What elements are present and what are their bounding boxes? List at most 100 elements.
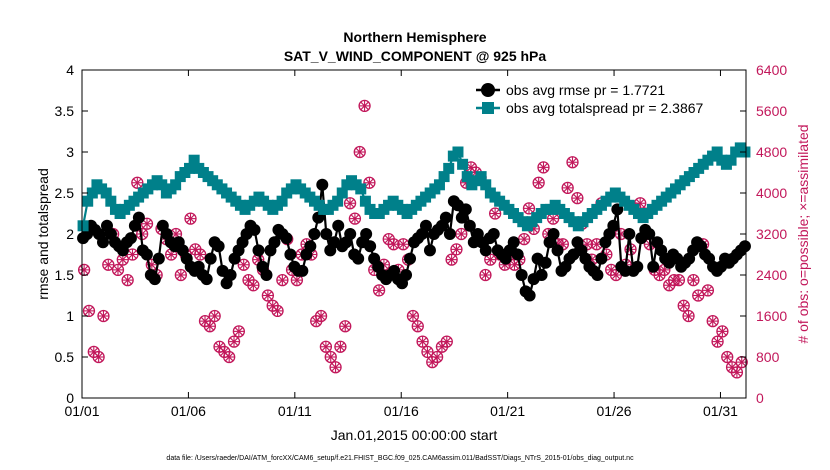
spread-point — [82, 195, 94, 207]
rmse-point — [280, 232, 293, 245]
rmse-point — [463, 219, 476, 232]
obs-count-point — [672, 273, 686, 287]
obs-count-point — [276, 273, 289, 287]
rmse-point — [479, 244, 492, 257]
obs-count-point — [372, 284, 386, 297]
obs-count-point — [319, 340, 333, 353]
obs-count-point — [730, 366, 744, 379]
obs-count-point — [566, 156, 579, 169]
rmse-point — [623, 228, 636, 240]
legend-rmse-label: obs avg rmse pr = 1.7721 — [506, 82, 665, 98]
obs-count-point — [334, 340, 347, 353]
rmse-point — [304, 240, 317, 253]
obs-count-point — [92, 350, 105, 364]
obs-count-point — [324, 350, 337, 364]
rmse-point — [400, 269, 413, 281]
rmse-point — [523, 289, 536, 302]
obs-count-point — [82, 304, 96, 318]
obs-count-point — [421, 345, 434, 359]
rmse-point — [248, 223, 261, 236]
obs-count-point — [131, 176, 144, 189]
obs-count-point — [721, 350, 734, 364]
spread-point — [336, 187, 348, 199]
obs-count-point — [271, 304, 284, 318]
x-tick-label: 01/11 — [278, 403, 312, 419]
rmse-point — [360, 228, 373, 240]
obs-count-point — [174, 268, 187, 282]
legend-rmse-marker — [481, 83, 495, 97]
obs-count-point — [339, 320, 352, 333]
y-tick-label: 2.5 — [55, 185, 75, 201]
y2-tick-label: 4000 — [756, 185, 787, 201]
obs-count-point — [416, 335, 429, 348]
spread-point — [188, 154, 200, 166]
obs-count-point — [445, 253, 458, 266]
rmse-point — [320, 228, 333, 240]
spread-point — [170, 179, 182, 191]
legend-spread-label: obs avg totalspread pr = 2.3867 — [506, 100, 704, 116]
obs-count-point — [353, 145, 366, 159]
obs-count-point — [184, 212, 197, 225]
legend: obs avg rmse pr = 1.7721 obs avg totalsp… — [476, 82, 704, 116]
y-axis: 0 0.5 1 1.5 2 2.5 3 3.5 4 — [55, 62, 88, 406]
y-tick-label: 3.5 — [55, 103, 75, 119]
obs-count-point — [329, 361, 342, 374]
rmse-point — [507, 236, 520, 249]
rmse-point — [591, 269, 604, 281]
legend-spread-marker — [482, 102, 494, 114]
rmse-point — [200, 273, 213, 286]
y2-tick-label: 5600 — [756, 103, 787, 119]
rmse-point — [308, 228, 321, 240]
y-tick-label: 0.5 — [55, 349, 75, 365]
spread-point — [184, 162, 196, 174]
y2-tick-label: 1600 — [756, 308, 787, 324]
y2-tick-label: 800 — [756, 349, 780, 365]
rmse-point — [252, 244, 265, 257]
rmse-point — [352, 252, 365, 265]
obs-count-point — [121, 273, 134, 287]
y2-axis-label: # of obs: o=possible; ×=assimilated — [795, 124, 811, 343]
obs-count-point — [363, 176, 376, 189]
obs-count-point — [397, 238, 410, 251]
obs-count-point — [706, 314, 719, 328]
rmse-point — [439, 211, 452, 224]
chart-title: Northern Hemisphere — [343, 29, 486, 45]
rmse-point — [152, 252, 165, 265]
rmse-point — [423, 244, 436, 257]
rmse-point — [511, 248, 524, 261]
y2-tick-label: 6400 — [756, 62, 787, 78]
obs-count-point — [290, 273, 304, 287]
obs-count-point — [518, 232, 531, 246]
spread-point — [443, 162, 455, 174]
rmse-point — [515, 269, 528, 281]
y2-tick-label: 0 — [756, 390, 764, 406]
y-tick-label: 3 — [66, 144, 74, 160]
obs-count-point — [358, 99, 371, 113]
rmse-point — [607, 219, 620, 232]
rmse-point — [631, 260, 644, 273]
obs-count-point — [208, 309, 221, 323]
rmse-point — [140, 248, 153, 261]
spread-point — [332, 195, 344, 207]
spread-point — [86, 187, 98, 199]
spread-point — [77, 220, 89, 232]
rmse-point — [132, 211, 145, 224]
x-axis: 01/01 01/06 01/11 01/16 01/21 01/26 01/31 — [64, 70, 738, 419]
rmse-point — [539, 256, 552, 269]
obs-count-point — [571, 191, 584, 205]
chart-subtitle: SAT_V_WIND_COMPONENT @ 925 hPa — [284, 48, 547, 64]
obs-count-point — [111, 263, 125, 277]
obs-count-point — [537, 161, 550, 174]
series-layer — [77, 142, 751, 302]
obs-count-point — [77, 263, 91, 277]
rmse-point — [364, 240, 377, 253]
rmse-point — [535, 269, 548, 281]
obs-count-point — [561, 181, 574, 195]
obs-count-point — [455, 227, 468, 241]
y-tick-label: 0 — [66, 390, 74, 406]
obs-count-point — [701, 284, 715, 297]
rmse-point — [443, 228, 456, 240]
spread-point — [355, 183, 367, 195]
y-tick-label: 4 — [66, 62, 74, 78]
